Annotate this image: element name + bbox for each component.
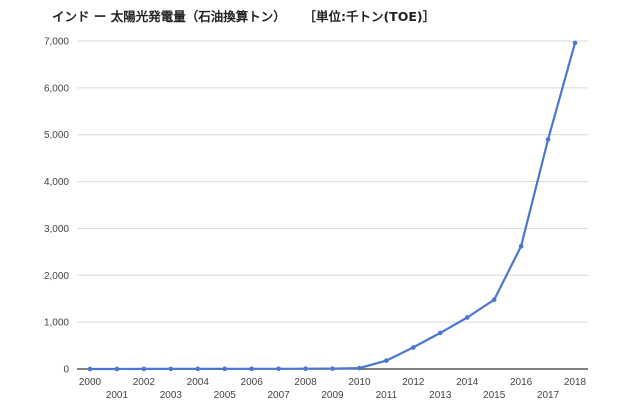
data-point <box>330 366 335 371</box>
y-tick-label: 1,000 <box>44 318 69 329</box>
x-tick-label: 2011 <box>376 390 398 401</box>
x-tick-label: 2010 <box>348 377 371 388</box>
data-point <box>437 330 443 336</box>
data-point <box>276 366 281 372</box>
x-tick-label: 2003 <box>160 390 183 401</box>
x-tick-label: 2012 <box>402 377 425 388</box>
data-point <box>518 243 524 249</box>
y-tick-label: 5,000 <box>44 130 69 141</box>
data-point <box>114 366 120 372</box>
x-tick-label: 2001 <box>106 390 129 401</box>
x-tick-label: 2000 <box>79 377 102 388</box>
y-tick-label: 3,000 <box>44 224 69 235</box>
x-tick-label: 2018 <box>564 377 587 388</box>
data-point <box>384 358 389 363</box>
chart-title-text: インド ー 太陽光発電量（石油換算トン） <box>52 9 286 24</box>
series-line <box>90 42 577 371</box>
data-point <box>303 366 308 372</box>
x-tick-label: 2008 <box>294 377 317 388</box>
data-point <box>222 366 228 372</box>
y-tick-label: 7,000 <box>44 37 69 48</box>
y-tick-label: 4,000 <box>44 177 69 188</box>
x-tick-label: 2004 <box>187 377 210 388</box>
x-tick-label: 2005 <box>214 390 237 401</box>
x-tick-label: 2009 <box>321 390 344 401</box>
data-point <box>572 40 578 46</box>
x-tick-label: 2007 <box>267 390 290 401</box>
y-tick-label: 0 <box>63 365 69 376</box>
x-tick-label: 2014 <box>456 377 479 388</box>
y-tick-label: 6,000 <box>44 83 69 94</box>
y-tick-label: 2,000 <box>44 271 69 282</box>
unit-label: ［単位:千トン(TOE)］ <box>309 9 436 24</box>
data-point <box>357 365 362 371</box>
data-point <box>141 366 147 372</box>
data-point <box>168 366 174 372</box>
data-point <box>87 366 93 372</box>
data-point <box>545 137 551 142</box>
chart-title: インド ー 太陽光発電量（石油換算トン） ［単位:千トン(TOE)］ <box>52 6 435 25</box>
data-point <box>195 366 201 372</box>
x-tick-label: 2016 <box>510 377 533 388</box>
data-point <box>249 366 254 372</box>
x-tick-label: 2013 <box>429 390 452 401</box>
data-point <box>411 345 416 350</box>
x-tick-label: 2017 <box>537 390 560 401</box>
x-tick-label: 2015 <box>483 390 506 401</box>
x-tick-label: 2006 <box>241 377 264 388</box>
data-point <box>464 315 470 320</box>
data-point <box>491 297 497 302</box>
x-tick-label: 2002 <box>133 377 156 388</box>
